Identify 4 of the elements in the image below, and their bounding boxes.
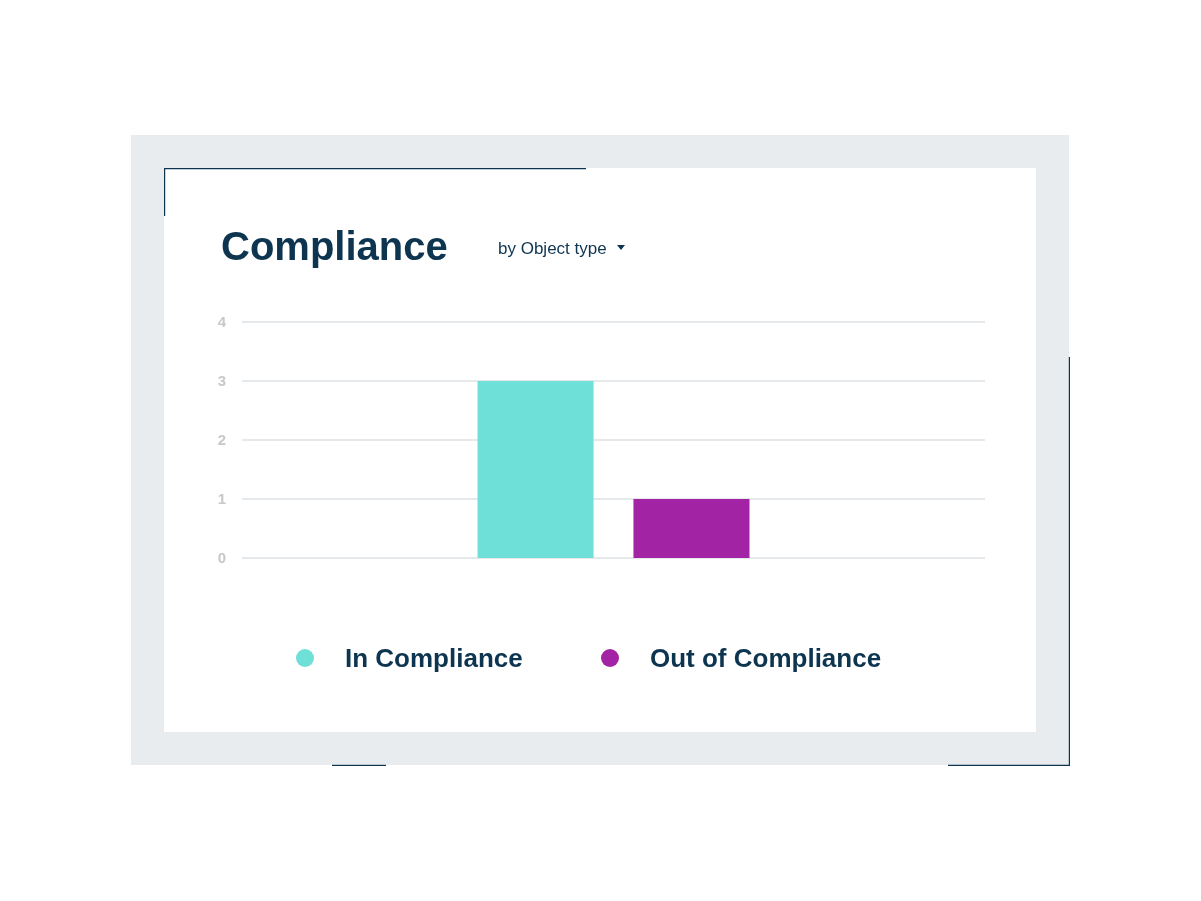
chart-subtitle: by Object type (498, 239, 607, 258)
chart-title: Compliance (221, 224, 448, 268)
legend-label: In Compliance (345, 643, 523, 673)
legend-label: Out of Compliance (650, 643, 882, 673)
